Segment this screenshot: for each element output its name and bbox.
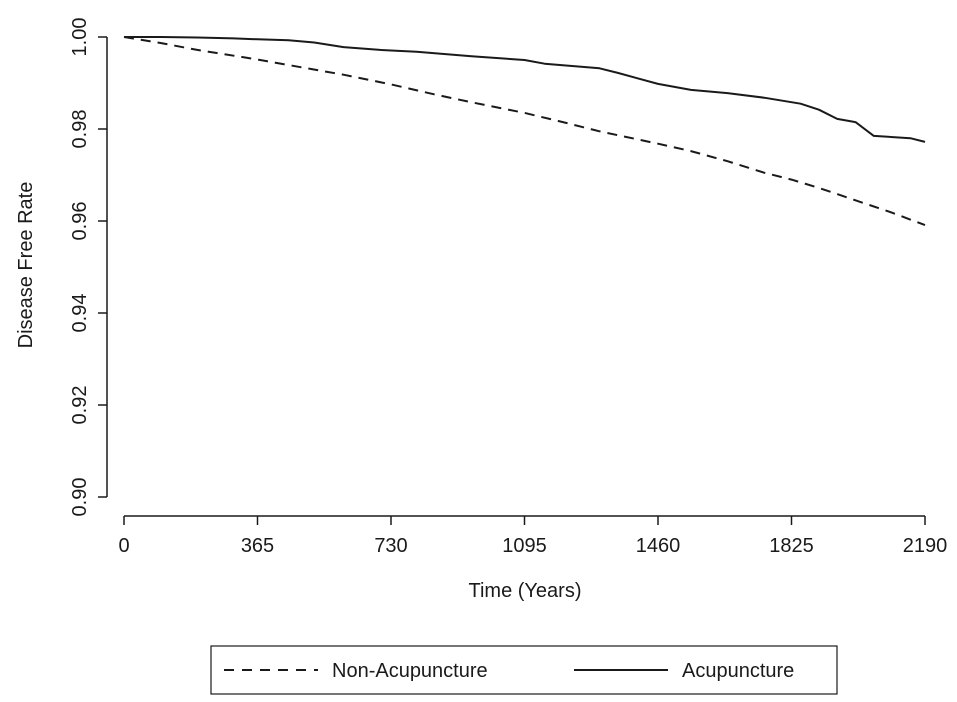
y-tick-label: 1.00 (69, 18, 91, 57)
x-tick-label: 365 (241, 535, 274, 557)
x-tick-label: 1460 (636, 535, 681, 557)
y-tick-label: 0.94 (69, 294, 91, 333)
y-tick-label: 0.90 (69, 478, 91, 517)
x-tick-label: 730 (374, 535, 407, 557)
y-axis-title: Disease Free Rate (15, 182, 37, 349)
y-tick-label: 0.96 (69, 202, 91, 241)
legend-label-acupuncture: Acupuncture (682, 660, 794, 682)
y-tick-label: 0.98 (69, 110, 91, 149)
series-line-acupuncture (124, 36, 926, 143)
series-layer (123, 36, 926, 227)
legend: Non-Acupuncture Acupuncture (210, 645, 838, 695)
x-tick-label: 0 (118, 535, 129, 557)
series-line-non-acupuncture (123, 36, 926, 227)
legend-label-non-acupuncture: Non-Acupuncture (332, 660, 488, 682)
x-tick-label: 1095 (502, 535, 547, 557)
x-tick-label: 2190 (903, 535, 948, 557)
x-axis-title: Time (Years) (469, 580, 582, 602)
x-tick-label: 1825 (769, 535, 814, 557)
x-ticks: 0 365 730 1095 1460 1825 2190 (118, 516, 947, 557)
y-tick-label: 0.92 (69, 386, 91, 425)
y-ticks: 0.90 0.92 0.94 0.96 0.98 1.00 (69, 18, 107, 517)
